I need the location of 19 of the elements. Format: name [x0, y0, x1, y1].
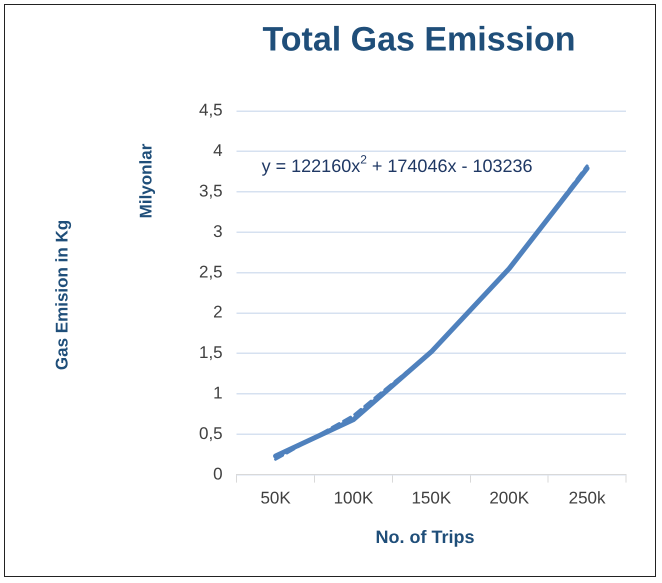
y-tick-label: 0: [213, 464, 223, 484]
y-tick-label: 3: [213, 222, 223, 241]
y-tick-label: 4,5: [198, 100, 223, 120]
x-tick-label: 50K: [260, 488, 292, 508]
y-tick-label: 1: [213, 383, 223, 402]
x-tick-label: 150K: [411, 488, 452, 508]
y-tick-label: 3,5: [198, 181, 223, 200]
y-axis-title: Milyonlar: [136, 143, 156, 218]
x-tick-label: 250k: [568, 488, 606, 508]
y-tick-label: 2,5: [198, 262, 223, 282]
y-tick-label: 1,5: [198, 343, 223, 362]
y-tick-label: 4: [213, 141, 223, 160]
y-tick-label: 0,5: [198, 424, 223, 443]
x-tick-label: 100K: [334, 488, 374, 508]
y-tick-label: 2: [213, 302, 223, 322]
x-tick-label: 200K: [489, 488, 530, 508]
x-axis-title: No. of Trips: [376, 526, 474, 547]
chart-title: Total Gas Emission: [262, 20, 576, 58]
text: Gas Emision in Kg: [52, 220, 72, 370]
